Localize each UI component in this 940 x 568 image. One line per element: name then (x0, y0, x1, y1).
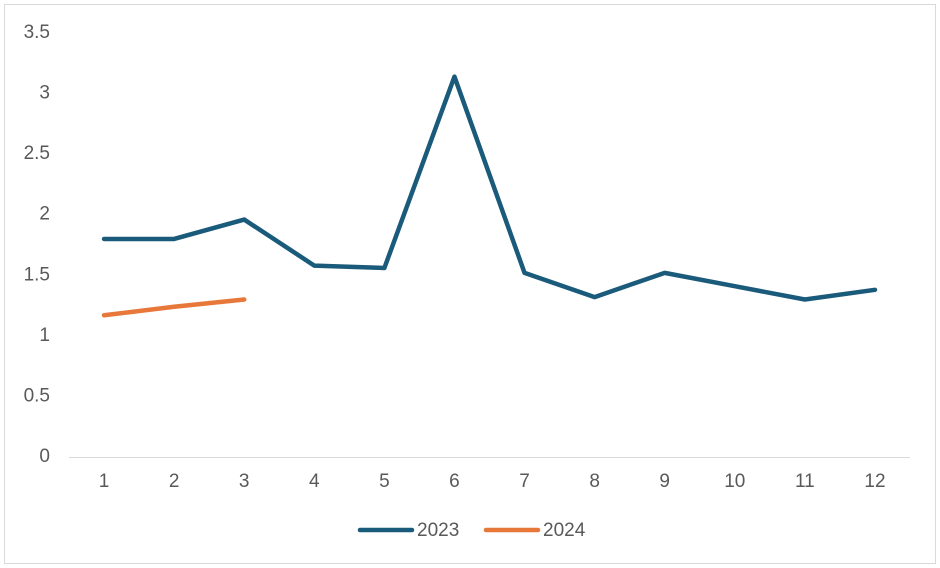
x-tick-label: 3 (239, 471, 250, 492)
y-tick-label: 2 (39, 204, 50, 225)
x-tick-label: 11 (795, 471, 815, 492)
x-tick-label: 1 (99, 471, 110, 492)
y-tick-label: 0 (39, 446, 50, 467)
x-tick-label: 5 (379, 471, 390, 492)
y-tick-label: 3.5 (24, 22, 50, 43)
y-tick-label: 2.5 (24, 143, 50, 164)
x-tick-label: 2 (169, 471, 180, 492)
x-tick-label: 9 (659, 471, 670, 492)
x-tick-label: 7 (519, 471, 530, 492)
y-tick-label: 0.5 (24, 385, 50, 406)
x-tick-label: 6 (449, 471, 460, 492)
y-tick-label: 3 (39, 83, 50, 104)
y-tick-label: 1 (39, 325, 50, 346)
chart-border (4, 4, 936, 564)
x-tick-label: 10 (724, 471, 745, 492)
line-series (101, 297, 247, 318)
line-series (101, 74, 878, 302)
legend-label: 2024 (543, 520, 586, 541)
x-tick-label: 12 (864, 471, 885, 492)
x-tick-label: 4 (309, 471, 320, 492)
x-tick-label: 8 (589, 471, 600, 492)
y-tick-label: 1.5 (24, 264, 50, 285)
legend-label: 2023 (417, 520, 459, 541)
